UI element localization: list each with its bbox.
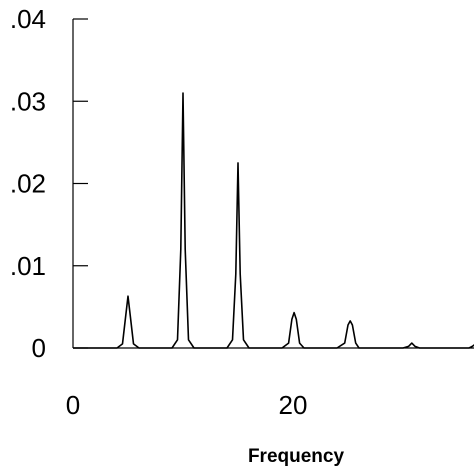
- y-tick-label: .04: [10, 4, 46, 34]
- y-tick-label: .02: [10, 169, 46, 199]
- x-axis-ticks: 0 20: [66, 390, 308, 420]
- y-tick-label: 0: [32, 333, 46, 363]
- y-axis-ticks: 0 .01 .02 .03 .04: [10, 4, 88, 363]
- series-line-spectrum: [73, 92, 474, 349]
- x-tick-label: 20: [279, 390, 308, 420]
- x-tick-label: 0: [66, 390, 80, 420]
- y-tick-label: .01: [10, 251, 46, 281]
- x-axis-title: Frequency: [248, 446, 345, 467]
- y-tick-label: .03: [10, 86, 46, 116]
